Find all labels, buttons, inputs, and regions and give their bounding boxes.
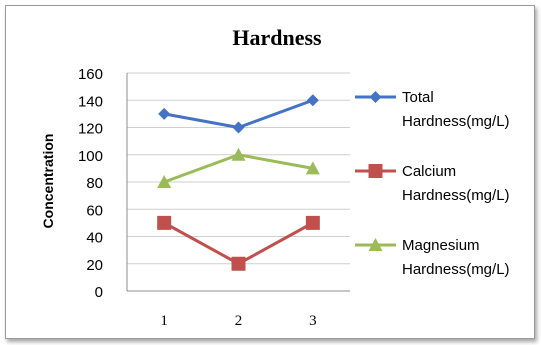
- data-point-marker: [306, 94, 319, 107]
- chart-frame: [5, 5, 535, 339]
- legend-entry-2: Calcium Hardness(mg/L): [355, 163, 510, 204]
- y-tick-label: 140: [78, 93, 103, 110]
- data-point-marker: [157, 215, 172, 230]
- x-tick-labels: 1 2 3: [160, 313, 316, 329]
- chart-title: Hardness: [232, 25, 322, 50]
- legend-label-line: Hardness(mg/L): [402, 113, 510, 130]
- x-tick-label: 3: [309, 313, 317, 329]
- y-tick-labels: 0 20 40 60 80 100 120 140 160: [78, 66, 103, 301]
- legend-label-line: Total: [402, 89, 434, 106]
- y-tick-label: 100: [78, 148, 103, 165]
- series-3: [157, 147, 320, 188]
- y-tick-label: 120: [78, 121, 103, 138]
- y-tick-label: 40: [86, 230, 103, 247]
- data-point-marker: [232, 121, 245, 134]
- y-tick-label: 60: [86, 202, 103, 219]
- legend-label-line: Calcium: [402, 163, 456, 180]
- y-tick-label: 160: [78, 66, 103, 83]
- y-tick-label: 0: [95, 284, 103, 301]
- legend: Total Hardness(mg/L) Calcium Hardness(mg/L)…: [355, 89, 510, 278]
- legend-marker: [368, 164, 383, 178]
- data-point-marker: [158, 107, 171, 120]
- data-point-marker: [305, 161, 320, 175]
- axes: [126, 73, 350, 292]
- y-tick-label: 80: [86, 175, 103, 192]
- x-tick-label: 2: [235, 313, 243, 329]
- series-1: [158, 94, 319, 134]
- data-point-marker: [231, 256, 246, 271]
- data-point-marker: [157, 175, 172, 188]
- x-tick-label: 1: [160, 313, 168, 329]
- legend-label-line: Magnesium: [402, 237, 480, 254]
- data-point-marker: [305, 215, 320, 230]
- legend-entry-3: Magnesium Hardness(mg/L): [355, 237, 510, 278]
- legend-marker: [368, 238, 383, 251]
- series-2: [157, 215, 320, 271]
- legend-label-line: Hardness(mg/L): [402, 261, 510, 278]
- data-point-marker: [231, 147, 246, 161]
- legend-marker: [369, 91, 382, 103]
- series-layer: [157, 94, 320, 271]
- legend-entry-1: Total Hardness(mg/L): [355, 89, 510, 130]
- y-tick-label: 20: [86, 257, 103, 274]
- y-axis-label: Concentration: [40, 134, 56, 229]
- legend-label-line: Hardness(mg/L): [402, 187, 510, 204]
